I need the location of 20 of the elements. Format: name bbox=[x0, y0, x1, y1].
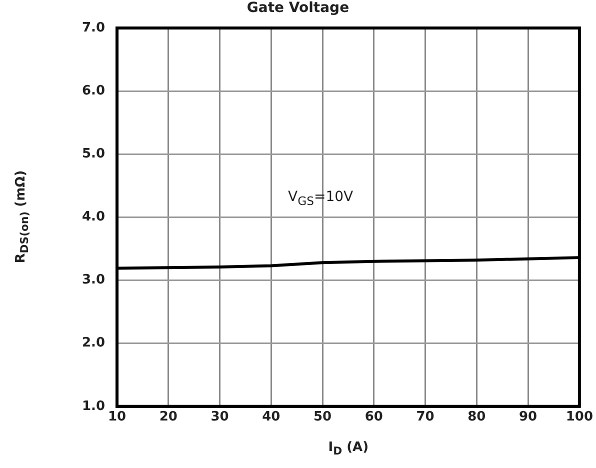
y-tick-label: 7.0 bbox=[82, 20, 106, 36]
y-tick-label: 2.0 bbox=[82, 336, 106, 351]
annotation: V$_{GS}$=10V bbox=[288, 188, 354, 208]
x-axis-title: I$_{D}$ (A) bbox=[328, 440, 369, 458]
x-tick-label: 70 bbox=[416, 410, 434, 425]
x-tick-label: 50 bbox=[313, 410, 332, 425]
y-tick-label: 3.0 bbox=[82, 272, 106, 288]
x-tick-label: 100 bbox=[566, 410, 593, 425]
y-tick-label: 1.0 bbox=[82, 398, 106, 414]
y-tick-label: 4.0 bbox=[82, 210, 106, 225]
x-tick-label: 40 bbox=[262, 410, 280, 425]
chart-title: Gate Voltage bbox=[246, 0, 350, 16]
y-tick-label: 6.0 bbox=[82, 83, 106, 98]
x-tick-label: 60 bbox=[364, 410, 383, 425]
x-tick-label: 10 bbox=[108, 410, 126, 425]
y-tick-label: 5.0 bbox=[82, 146, 106, 162]
x-tick-label: 20 bbox=[159, 410, 178, 425]
x-tick-label: 90 bbox=[519, 410, 538, 425]
x-tick-label: 30 bbox=[210, 410, 229, 425]
x-tick-label: 80 bbox=[468, 410, 486, 425]
